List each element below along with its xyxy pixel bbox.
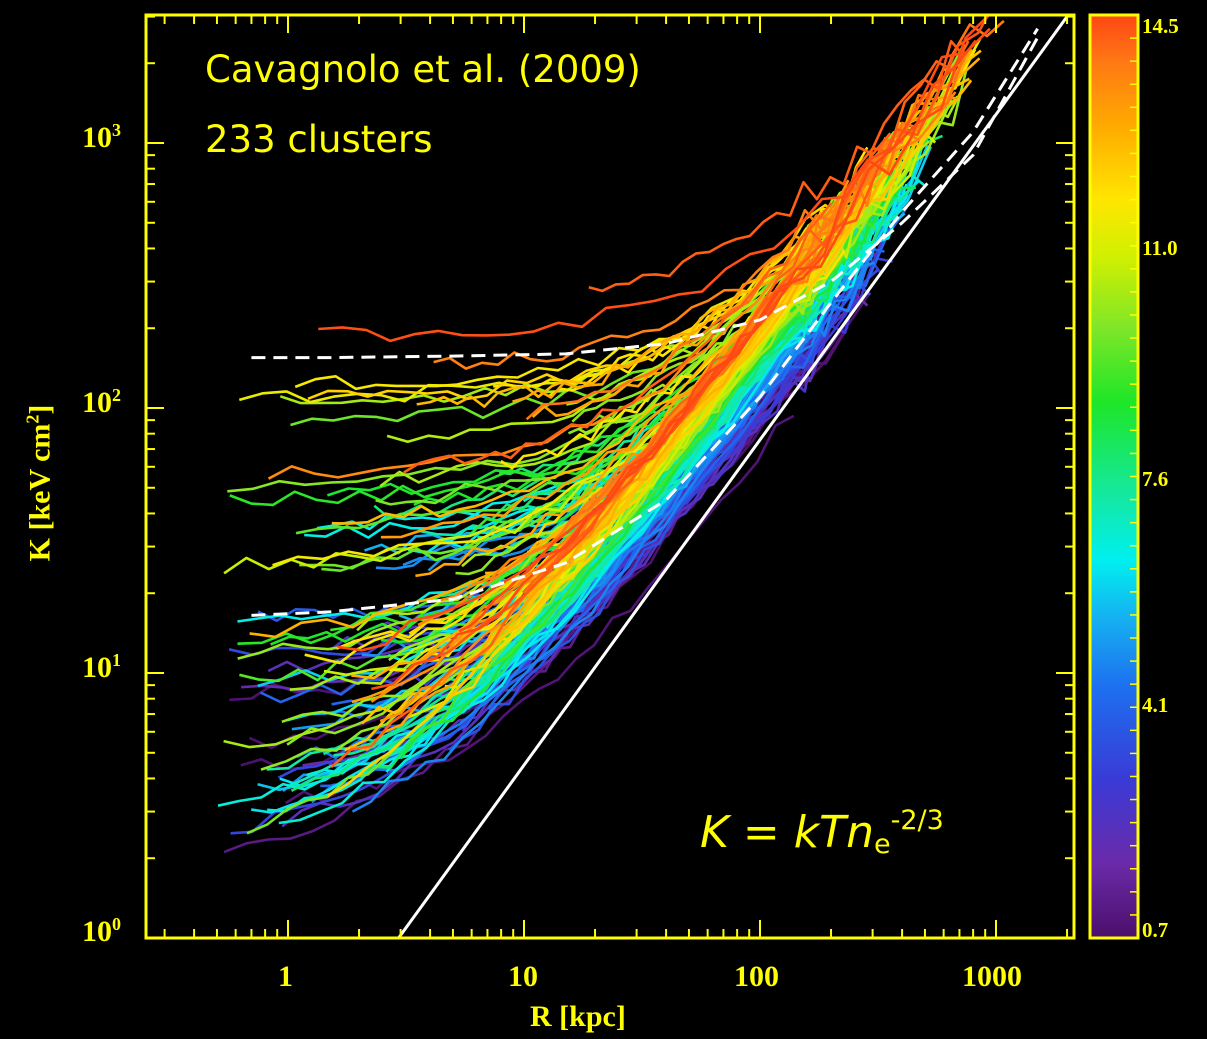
profile-curve xyxy=(458,286,789,633)
annotation-cluster-count: 233 clusters xyxy=(205,118,433,161)
formula-n: n xyxy=(846,807,874,858)
profile-curve xyxy=(307,163,867,401)
y-tick-label: 101 xyxy=(82,650,121,685)
formula-eq: = xyxy=(728,807,794,858)
y-tick-base: 10 xyxy=(82,915,112,948)
profile-curve xyxy=(403,202,833,474)
x-tick-label: 1000 xyxy=(962,960,1022,993)
plot-frame xyxy=(144,13,1076,940)
profile-curve xyxy=(447,280,871,751)
profile-curve xyxy=(478,217,841,656)
x-axis-label: R [kpc] xyxy=(530,1000,626,1033)
dashed-fit-line xyxy=(251,36,1039,360)
y-axis-label-main: K [keV cm xyxy=(23,423,57,562)
colorbar-label: 11.0 xyxy=(1142,236,1178,260)
annotation-citation: Cavagnolo et al. (2009) xyxy=(205,48,641,91)
profile-curve xyxy=(285,414,795,805)
formula-kt: kT xyxy=(793,807,847,858)
reference-lines xyxy=(251,15,1069,938)
y-tick-label: 103 xyxy=(82,120,121,155)
axis-ticks xyxy=(146,15,1074,938)
y-axis-label-end: ] xyxy=(23,404,57,415)
profile-curve xyxy=(266,199,881,771)
profile-curve xyxy=(337,15,991,652)
profile-curve xyxy=(318,27,991,343)
formula-lhs: K xyxy=(700,807,729,858)
x-tick-label: 1 xyxy=(278,960,293,993)
y-tick-exp: 0 xyxy=(112,914,121,934)
entropy-formula: K = kTne-2/3 xyxy=(700,805,944,860)
profile-curve xyxy=(416,250,796,408)
profile-curve xyxy=(588,40,966,293)
y-axis-label: K [keV cm2] xyxy=(23,405,58,562)
profile-curve xyxy=(351,263,868,813)
dashed-fit-line xyxy=(251,27,1039,617)
y-tick-exp: 2 xyxy=(112,385,121,405)
y-axis-label-sup: 2 xyxy=(22,414,43,424)
colorbar-ticks xyxy=(1130,37,1138,916)
profile-curve xyxy=(371,39,977,691)
y-tick-label: 102 xyxy=(82,385,121,420)
profile-curve xyxy=(415,233,822,578)
x-tick-label: 10 xyxy=(508,960,538,993)
y-tick-base: 10 xyxy=(82,651,112,684)
colorbar-label: 14.5 xyxy=(1142,14,1179,38)
y-tick-label: 100 xyxy=(82,914,121,949)
x-tick-label: 100 xyxy=(734,960,779,993)
y-tick-base: 10 xyxy=(82,386,112,419)
colorbar-label: 7.6 xyxy=(1142,467,1169,491)
colorbar-label: 4.1 xyxy=(1142,693,1169,717)
y-tick-exp: 3 xyxy=(112,120,121,140)
profile-curve xyxy=(548,146,869,398)
profile-curves xyxy=(217,15,1005,854)
y-tick-exp: 1 xyxy=(112,650,121,670)
formula-sup: -2/3 xyxy=(890,805,944,836)
profile-curve xyxy=(433,136,887,370)
y-tick-base: 10 xyxy=(82,121,112,154)
colorbar-label: 0.7 xyxy=(1142,918,1169,942)
formula-sub: e xyxy=(873,829,891,860)
